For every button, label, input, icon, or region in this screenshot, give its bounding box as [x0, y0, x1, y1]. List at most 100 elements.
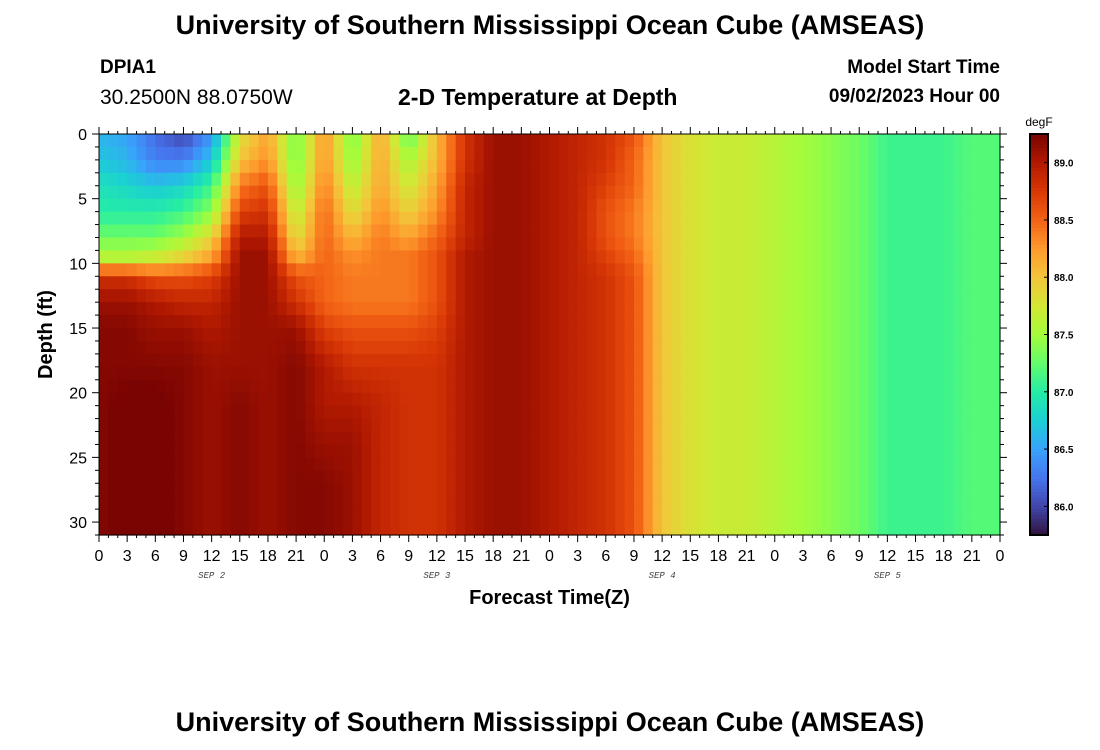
- heat-cell: [877, 289, 888, 303]
- heat-cell: [483, 496, 494, 510]
- heat-cell: [746, 315, 757, 329]
- heat-cell: [324, 198, 335, 213]
- heat-cell: [821, 198, 832, 213]
- heat-cell: [408, 444, 419, 458]
- heat-cell: [896, 237, 907, 252]
- heat-cell: [183, 418, 194, 433]
- heat-cell: [145, 172, 156, 187]
- heat-cell: [540, 302, 551, 316]
- heat-cell: [221, 496, 231, 510]
- heat-cell: [530, 431, 541, 446]
- heat-cell: [286, 483, 297, 497]
- heat-cell: [99, 470, 109, 484]
- colorbar-swatch: [1030, 317, 1048, 322]
- heat-cell: [868, 159, 879, 174]
- heat-cell: [371, 315, 382, 329]
- heat-cell: [624, 418, 635, 433]
- heat-cell: [887, 509, 898, 523]
- heat-cell: [981, 509, 992, 523]
- colorbar-swatch: [1030, 454, 1048, 459]
- heat-cell: [934, 353, 945, 368]
- x-tick-label: 6: [827, 548, 836, 565]
- heat-cell: [831, 379, 842, 394]
- heat-cell: [286, 353, 297, 368]
- heat-cell: [624, 146, 635, 161]
- colorbar-swatch: [1030, 468, 1048, 473]
- heat-cell: [239, 237, 250, 252]
- heat-cell: [587, 276, 598, 290]
- heat-cell: [465, 366, 476, 381]
- heat-cell: [267, 146, 278, 161]
- heat-cell: [493, 418, 504, 433]
- heat-cell: [558, 366, 569, 381]
- heat-cell: [615, 159, 626, 174]
- heat-cell: [164, 522, 175, 536]
- heat-cell: [831, 250, 842, 264]
- heat-cell: [690, 340, 701, 355]
- heat-cell: [145, 250, 156, 264]
- heat-cell: [521, 237, 532, 252]
- heat-cell: [521, 263, 532, 277]
- heat-cell: [343, 340, 354, 355]
- heat-cell: [774, 366, 785, 381]
- heat-cell: [737, 159, 748, 174]
- heat-cell: [183, 146, 194, 161]
- heat-cell: [502, 509, 513, 523]
- heat-cell: [155, 496, 166, 510]
- heat-cell: [427, 159, 438, 174]
- heat-cell: [633, 146, 644, 161]
- heat-cell: [502, 328, 513, 342]
- x-tick-label: 9: [179, 548, 188, 565]
- heat-cell: [136, 353, 147, 368]
- colorbar-swatch: [1030, 204, 1048, 209]
- heat-cell: [812, 237, 823, 252]
- colorbar-swatch: [1030, 448, 1048, 453]
- heat-cell: [934, 483, 945, 497]
- heat-cell: [380, 379, 391, 394]
- heat-cell: [371, 340, 382, 355]
- heat-cell: [831, 522, 842, 536]
- heat-cell: [924, 328, 935, 342]
- heat-cell: [136, 444, 147, 458]
- heat-cell: [662, 328, 673, 342]
- heat-cell: [502, 250, 513, 264]
- heat-cell: [136, 250, 147, 264]
- heat-cell: [389, 172, 400, 187]
- heat-cell: [680, 328, 691, 342]
- heat-cell: [483, 185, 494, 200]
- heat-cell: [765, 457, 776, 471]
- heat-cell: [239, 289, 250, 303]
- footer-title: University of Southern Mississippi Ocean…: [175, 707, 925, 737]
- heat-cell: [746, 483, 757, 497]
- heat-cell: [765, 276, 776, 290]
- heat-cell: [343, 134, 354, 148]
- heat-cell: [239, 483, 250, 497]
- colorbar-swatch: [1030, 137, 1048, 142]
- heat-cell: [540, 237, 551, 252]
- heat-cell: [371, 159, 382, 174]
- heat-cell: [868, 353, 879, 368]
- heat-cell: [361, 263, 372, 277]
- heat-cell: [399, 134, 410, 148]
- heat-cell: [380, 276, 391, 290]
- colorbar-swatch: [1030, 501, 1048, 506]
- heat-cell: [296, 392, 307, 407]
- heat-cell: [249, 172, 260, 187]
- heat-cell: [624, 250, 635, 264]
- heat-cell: [408, 328, 419, 342]
- heat-cell: [389, 224, 400, 239]
- heatmap-cells: [99, 134, 1001, 536]
- heat-cell: [305, 522, 316, 536]
- colorbar-tick-label: 89.0: [1054, 159, 1074, 170]
- heat-cell: [699, 418, 710, 433]
- heat-cell: [558, 250, 569, 264]
- heat-cell: [699, 134, 710, 148]
- heat-cell: [117, 509, 128, 523]
- heat-cell: [117, 444, 128, 458]
- heat-cell: [896, 172, 907, 187]
- heat-cell: [802, 431, 813, 446]
- heat-cell: [521, 353, 532, 368]
- heat-cell: [380, 522, 391, 536]
- heat-cell: [192, 237, 203, 252]
- heat-cell: [680, 276, 691, 290]
